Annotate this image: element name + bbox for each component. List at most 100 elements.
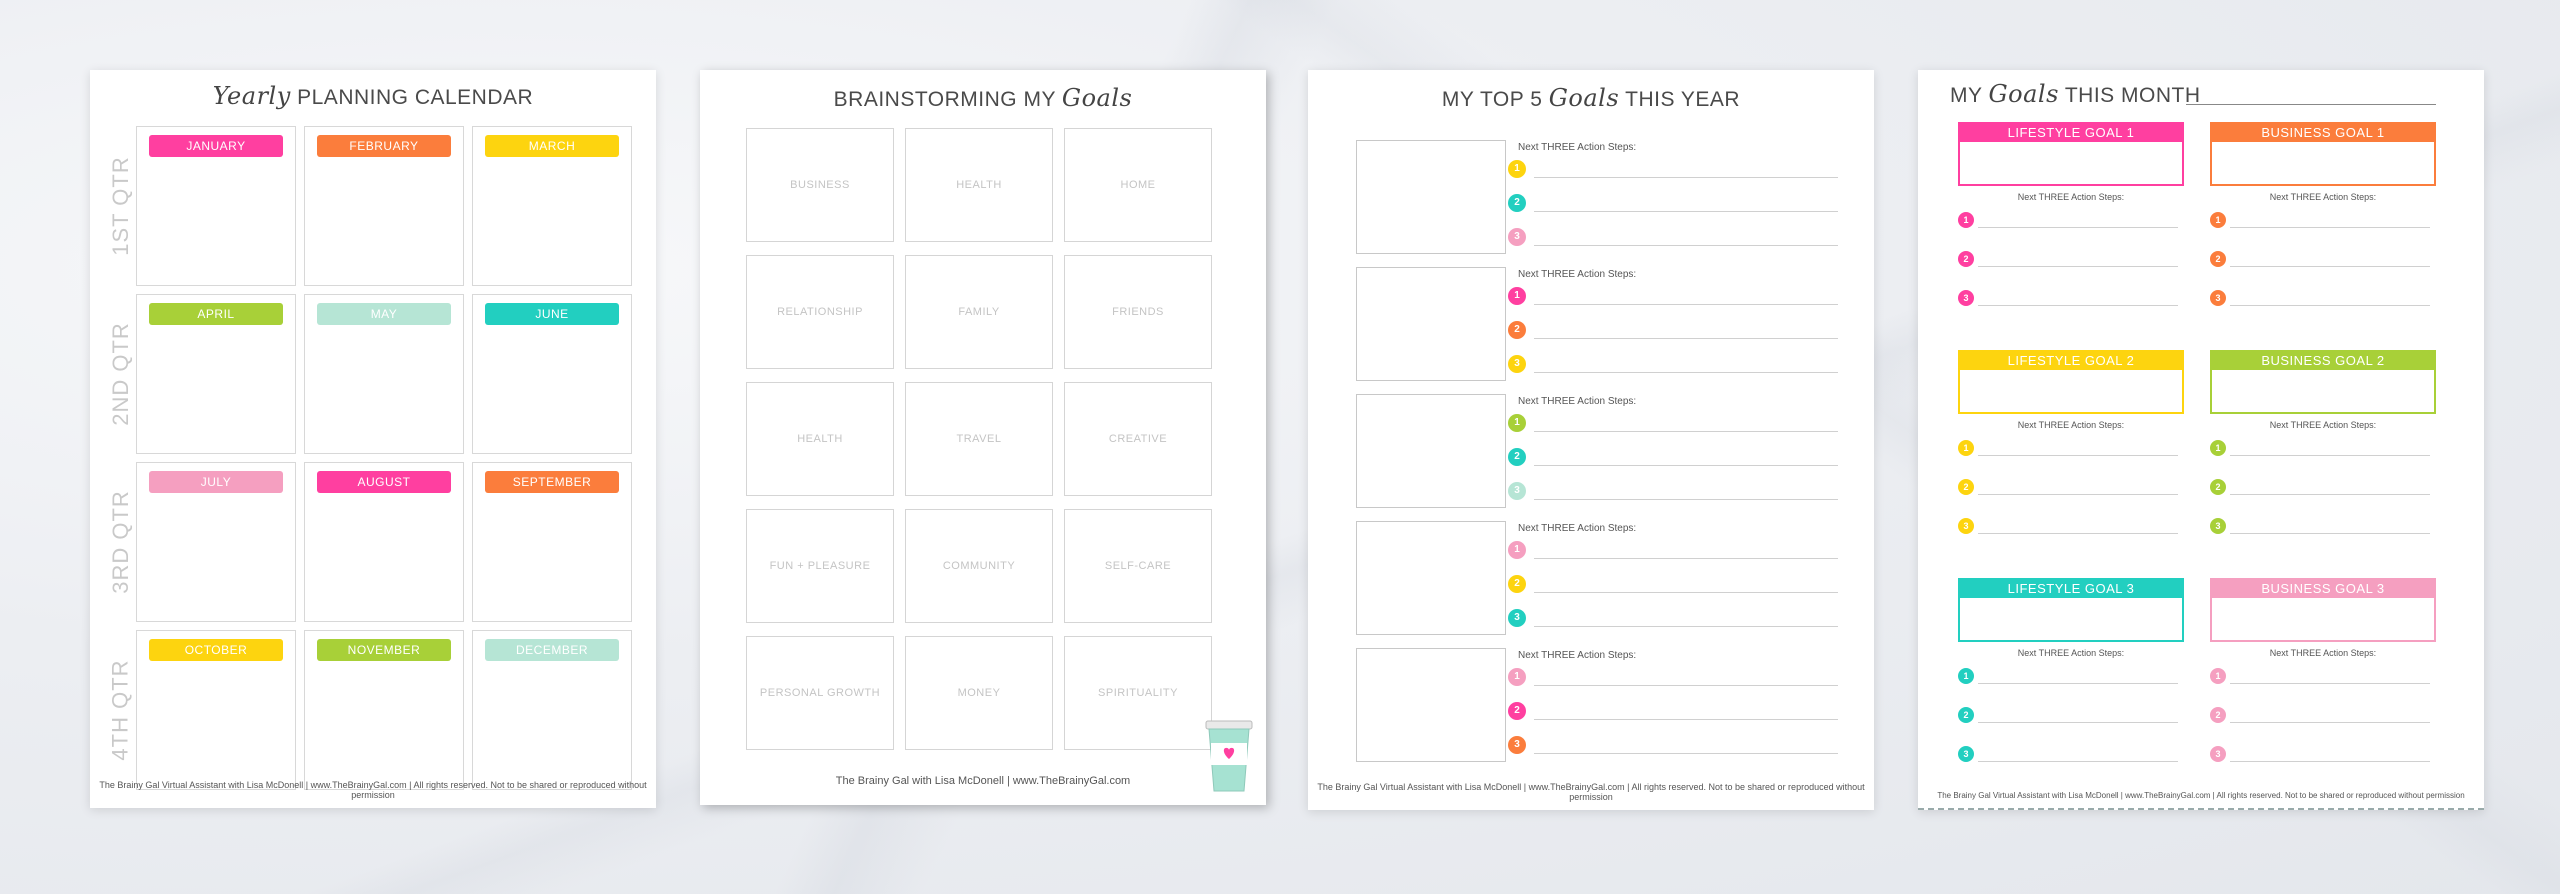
step-number-badge: 1 <box>1958 668 1974 684</box>
step-number-badge: 2 <box>1958 251 1974 267</box>
step-number-badge: 1 <box>2210 440 2226 456</box>
step-number-badge: 2 <box>2210 479 2226 495</box>
step-write-line <box>1534 372 1838 373</box>
action-step: 2 <box>1508 194 1838 212</box>
calendar-title-script: Yearly <box>212 82 291 110</box>
step-number-badge: 3 <box>1958 290 1974 306</box>
month-label: APRIL <box>149 303 283 325</box>
top5-title-script: Goals <box>1548 84 1620 112</box>
step-write-line <box>1978 227 2178 228</box>
goal-card-title: BUSINESS GOAL 3 <box>2212 580 2434 598</box>
step-write-line <box>1534 685 1838 686</box>
month-label: AUGUST <box>317 471 451 493</box>
month-box-january: JANUARY <box>136 126 296 286</box>
step-write-line <box>1534 558 1838 559</box>
brainstorm-title-script: Goals <box>1061 84 1133 112</box>
step-write-line <box>2230 494 2430 495</box>
brainstorm-box: SELF-CARE <box>1064 509 1212 623</box>
step-number-badge: 2 <box>1958 479 1974 495</box>
step-write-line <box>2230 227 2430 228</box>
step-number-badge: 3 <box>1508 355 1526 373</box>
action-step: 1 <box>1958 212 2178 228</box>
step-write-line <box>1534 719 1838 720</box>
action-step: 2 <box>2210 707 2430 723</box>
month-label: OCTOBER <box>149 639 283 661</box>
action-step: 1 <box>1508 541 1838 559</box>
step-write-line <box>1534 304 1838 305</box>
action-step: 1 <box>2210 212 2430 228</box>
goal-box <box>1356 394 1506 508</box>
action-step: 1 <box>1508 160 1838 178</box>
brainstorm-footer: The Brainy Gal with Lisa McDonell | www.… <box>835 775 1131 787</box>
action-step: 2 <box>1508 702 1838 720</box>
action-step: 2 <box>1958 251 2178 267</box>
month-box-may: MAY <box>304 294 464 454</box>
top5-title-after: THIS YEAR <box>1625 88 1741 111</box>
action-step: 1 <box>1958 440 2178 456</box>
action-step: 3 <box>1508 736 1838 754</box>
brainstorm-title: BRAINSTORMING MY Goals <box>700 84 1266 112</box>
month-footer: The Brainy Gal Virtual Assistant with Li… <box>1937 791 2465 800</box>
action-steps-heading: Next THREE Action Steps: <box>2269 192 2377 202</box>
action-step: 1 <box>1508 668 1838 686</box>
month-box-december: DECEMBER <box>472 630 632 790</box>
action-step: 3 <box>1958 518 2178 534</box>
action-steps-heading: Next THREE Action Steps: <box>1518 523 1637 534</box>
step-number-badge: 2 <box>1508 448 1526 466</box>
step-number-badge: 1 <box>1508 160 1526 178</box>
month-title-after: THIS MONTH <box>2064 84 2201 107</box>
action-step: 3 <box>2210 746 2430 762</box>
action-steps-heading: Next THREE Action Steps: <box>1518 650 1637 661</box>
action-step: 1 <box>2210 668 2430 684</box>
action-step: 3 <box>1958 746 2178 762</box>
step-number-badge: 3 <box>2210 746 2226 762</box>
step-write-line <box>1534 499 1838 500</box>
top5-goals-sheet: MY TOP 5 Goals THIS YEAR Next THREE Acti… <box>1308 70 1874 810</box>
brainstorm-box: RELATIONSHIP <box>746 255 894 369</box>
month-title-before: MY <box>1950 84 1983 107</box>
step-write-line <box>1978 722 2178 723</box>
step-number-badge: 3 <box>1958 518 1974 534</box>
action-step: 3 <box>1508 482 1838 500</box>
brainstorm-box: SPIRITUALITY <box>1064 636 1212 750</box>
quarter-label: 4TH QTR <box>108 659 133 761</box>
step-number-badge: 1 <box>1508 668 1526 686</box>
month-box-july: JULY <box>136 462 296 622</box>
step-write-line <box>2230 533 2430 534</box>
month-label: FEBRUARY <box>317 135 451 157</box>
step-number-badge: 1 <box>1508 541 1526 559</box>
dashed-bottom-edge <box>1918 808 2484 810</box>
step-number-badge: 3 <box>2210 290 2226 306</box>
step-write-line <box>1534 592 1838 593</box>
step-write-line <box>1534 245 1838 246</box>
top5-footer: The Brainy Gal Virtual Assistant with Li… <box>1317 782 1865 802</box>
goal-card: LIFESTYLE GOAL 2 <box>1958 350 2184 414</box>
step-number-badge: 1 <box>2210 668 2226 684</box>
step-write-line <box>1534 626 1838 627</box>
brainstorm-box: CREATIVE <box>1064 382 1212 496</box>
action-step: 2 <box>1508 448 1838 466</box>
month-box-october: OCTOBER <box>136 630 296 790</box>
action-step: 1 <box>1508 287 1838 305</box>
step-write-line <box>1534 465 1838 466</box>
goal-box <box>1356 521 1506 635</box>
step-write-line <box>1978 533 2178 534</box>
quarter-label: 3RD QTR <box>108 490 133 594</box>
action-steps-heading: Next THREE Action Steps: <box>2017 420 2125 430</box>
month-box-september: SEPTEMBER <box>472 462 632 622</box>
step-write-line <box>1978 266 2178 267</box>
step-number-badge: 3 <box>1508 609 1526 627</box>
month-goals-sheet: MY Goals THIS MONTH LIFESTYLE GOAL 1 Next… <box>1918 70 2484 810</box>
goal-card: BUSINESS GOAL 3 <box>2210 578 2436 642</box>
action-step: 2 <box>2210 251 2430 267</box>
step-number-badge: 3 <box>1508 736 1526 754</box>
calendar-title-text: PLANNING CALENDAR <box>297 86 534 109</box>
month-title-line <box>2186 104 2436 105</box>
step-number-badge: 1 <box>1958 212 1974 228</box>
step-number-badge: 1 <box>2210 212 2226 228</box>
month-box-june: JUNE <box>472 294 632 454</box>
month-label: JULY <box>149 471 283 493</box>
brainstorm-sheet: BRAINSTORMING MY Goals BUSINESS HEALTH HOM… <box>700 70 1266 805</box>
action-steps-heading: Next THREE Action Steps: <box>1518 142 1637 153</box>
calendar-footer: The Brainy Gal Virtual Assistant with Li… <box>99 780 647 800</box>
